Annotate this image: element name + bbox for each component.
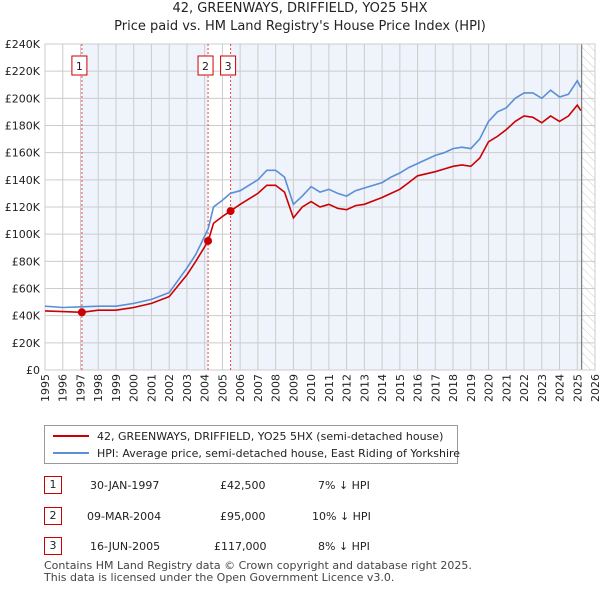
y-tick-label: £200K — [5, 92, 41, 105]
x-tick-label: 2017 — [429, 374, 442, 402]
hpi-line — [44, 79, 582, 309]
x-tick-label: 2022 — [518, 374, 531, 402]
sale-label-box — [71, 55, 88, 76]
footer-line: Contains HM Land Registry data © Crown c… — [44, 559, 472, 572]
x-tick-label: 1996 — [57, 374, 70, 402]
y-tick-label: £60K — [12, 283, 41, 296]
x-tick-label: 2026 — [589, 374, 600, 402]
x-tick-label: 2015 — [394, 374, 407, 402]
plot-border — [44, 43, 596, 371]
x-tick-label: 1997 — [74, 374, 87, 402]
x-tick-label: 2020 — [483, 374, 496, 402]
x-tick-label: 2023 — [536, 374, 549, 402]
sale-point — [204, 236, 213, 245]
x-tick-label: 2021 — [500, 374, 513, 402]
sale-label-box — [197, 55, 214, 76]
x-tick-label: 2005 — [216, 374, 229, 402]
x-tick-label: 2007 — [252, 374, 265, 402]
sale-hpi: 7% ↓ HPI — [318, 479, 370, 492]
legend-item-hpi: HPI: Average price, semi-detached house,… — [53, 445, 460, 461]
x-tick-label: 2025 — [571, 374, 584, 402]
x-tick-label: 2003 — [181, 374, 194, 402]
sale-price: £42,500 — [220, 479, 266, 492]
chart-title: 42, GREENWAYS, DRIFFIELD, YO25 5HX — [172, 1, 428, 16]
legend-label: 42, GREENWAYS, DRIFFIELD, YO25 5HX (semi… — [97, 429, 444, 443]
x-tick-label: 1999 — [110, 374, 123, 402]
sale-date: 16-JUN-2005 — [90, 540, 161, 553]
x-tick-label: 2011 — [323, 374, 336, 402]
x-tick-label: 2001 — [145, 374, 158, 402]
x-tick-label: 1998 — [92, 374, 105, 402]
sale-label: 1 — [76, 60, 83, 73]
table-row: 3 16-JUN-2005 £117,000 8% ↓ HPI — [0, 537, 600, 557]
y-tick-label: £80K — [12, 255, 41, 268]
y-tick-label: £20K — [12, 337, 41, 350]
sale-date: 09-MAR-2004 — [87, 510, 162, 523]
x-tick-label: 2012 — [341, 374, 354, 402]
sale-label-box — [220, 55, 237, 76]
y-tick-label: £0 — [26, 364, 40, 377]
sale-point — [77, 308, 86, 317]
x-tick-label: 2009 — [287, 374, 300, 402]
sale-hpi: 10% ↓ HPI — [312, 510, 371, 523]
sale-price: £95,000 — [220, 510, 266, 523]
table-row: 1 30-JAN-1997 £42,500 7% ↓ HPI — [0, 476, 600, 496]
sale-point — [226, 207, 235, 216]
sale-hpi: 8% ↓ HPI — [318, 540, 370, 553]
sale-marker-label: 1 — [44, 476, 62, 494]
sale-marker-label: 3 — [44, 537, 62, 555]
x-tick-label: 2014 — [376, 374, 389, 402]
x-tick-label: 2004 — [199, 374, 212, 402]
property-price-line — [44, 103, 582, 314]
x-tick-label: 2019 — [465, 374, 478, 402]
chart-subtitle: Price paid vs. HM Land Registry's House … — [114, 19, 486, 34]
y-tick-label: £140K — [5, 174, 41, 187]
y-tick-label: £180K — [5, 120, 41, 133]
legend: 42, GREENWAYS, DRIFFIELD, YO25 5HX (semi… — [44, 425, 460, 464]
x-tick-label: 1995 — [39, 374, 52, 402]
sale-label: 2 — [202, 60, 209, 73]
sale-marker-label: 2 — [44, 507, 62, 525]
table-row: 2 09-MAR-2004 £95,000 10% ↓ HPI — [0, 507, 600, 527]
x-tick-label: 2008 — [270, 374, 283, 402]
x-tick-label: 2010 — [305, 374, 318, 402]
y-tick-label: £100K — [5, 228, 41, 241]
x-tick-label: 2024 — [554, 374, 567, 402]
legend-item-property: 42, GREENWAYS, DRIFFIELD, YO25 5HX (semi… — [53, 428, 443, 444]
x-tick-label: 2006 — [234, 374, 247, 402]
price-chart: 1995 1996 1997 1998 1999 2000 2001 2002 2003 2004… — [5, 38, 600, 402]
sale-label: 3 — [225, 60, 232, 73]
y-tick-label: £160K — [5, 147, 41, 160]
x-tick-label: 2013 — [358, 374, 371, 402]
y-tick-label: £240K — [5, 38, 41, 51]
footer: Contains HM Land Registry data © Crown c… — [44, 560, 472, 584]
sale-date: 30-JAN-1997 — [90, 479, 160, 492]
x-tick-label: 2018 — [447, 374, 460, 402]
y-tick-label: £120K — [5, 201, 41, 214]
sale-price: £117,000 — [214, 540, 267, 553]
footer-line: This data is licensed under the Open Gov… — [44, 571, 395, 584]
y-tick-label: £40K — [12, 310, 41, 323]
x-tick-label: 2002 — [163, 374, 176, 402]
legend-label: HPI: Average price, semi-detached house,… — [97, 446, 461, 460]
x-tick-label: 2000 — [128, 374, 141, 402]
x-tick-label: 2016 — [412, 374, 425, 402]
y-tick-label: £220K — [5, 65, 41, 78]
